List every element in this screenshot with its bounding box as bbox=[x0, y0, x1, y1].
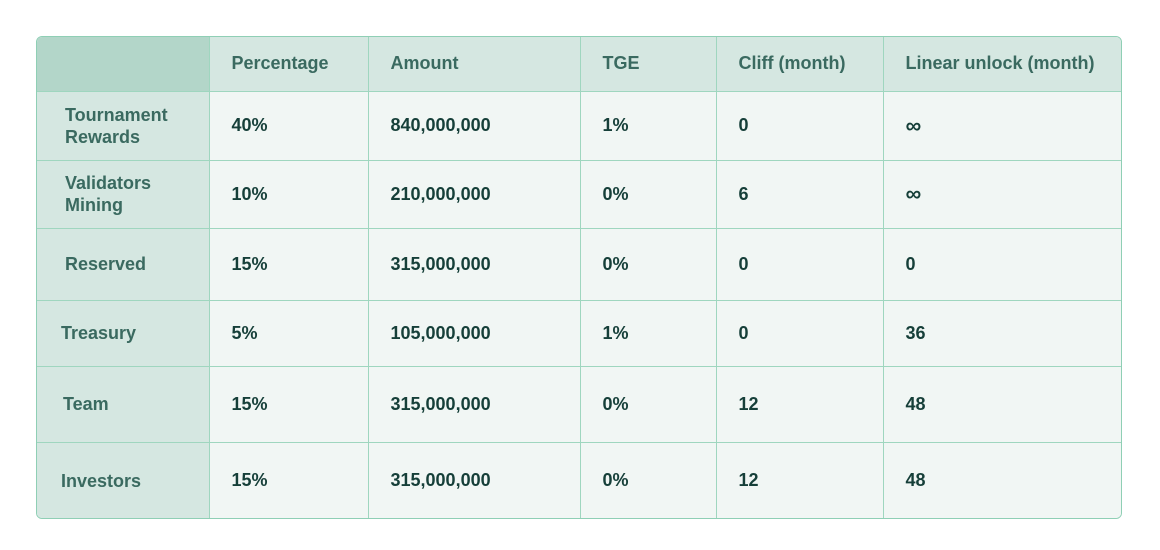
cell-cliff: 0 bbox=[716, 300, 884, 367]
header-amount: Amount bbox=[368, 37, 581, 92]
cell-percentage: 5% bbox=[209, 300, 369, 367]
cell-tge: 1% bbox=[580, 300, 717, 367]
table-row: Validators Mining 10% 210,000,000 0% 6 ∞ bbox=[37, 160, 1121, 229]
table-row: Tournament Rewards 40% 840,000,000 1% 0 … bbox=[37, 91, 1121, 161]
cell-amount: 210,000,000 bbox=[368, 160, 581, 229]
row-label: Team bbox=[37, 366, 210, 443]
cell-cliff: 6 bbox=[716, 160, 884, 229]
cell-linear-unlock: 48 bbox=[883, 442, 1121, 518]
cell-linear-unlock: 48 bbox=[883, 366, 1121, 443]
cell-tge: 1% bbox=[580, 91, 717, 161]
cell-percentage: 40% bbox=[209, 91, 369, 161]
cell-amount: 315,000,000 bbox=[368, 442, 581, 518]
cell-amount: 315,000,000 bbox=[368, 366, 581, 443]
header-linear-unlock: Linear unlock (month) bbox=[883, 37, 1121, 92]
cell-tge: 0% bbox=[580, 160, 717, 229]
cell-percentage: 10% bbox=[209, 160, 369, 229]
table-row: Team 15% 315,000,000 0% 12 48 bbox=[37, 366, 1121, 443]
row-label: Reserved bbox=[37, 228, 210, 301]
header-cliff: Cliff (month) bbox=[716, 37, 884, 92]
cell-percentage: 15% bbox=[209, 442, 369, 518]
table-row: Investors 15% 315,000,000 0% 12 48 bbox=[37, 442, 1121, 518]
table-row: Treasury 5% 105,000,000 1% 0 36 bbox=[37, 300, 1121, 367]
cell-linear-unlock: 0 bbox=[883, 228, 1121, 301]
row-label-line: Tournament bbox=[65, 104, 168, 125]
row-label-line: Mining bbox=[65, 195, 123, 215]
cell-amount: 105,000,000 bbox=[368, 300, 581, 367]
cell-linear-unlock: ∞ bbox=[883, 160, 1121, 229]
row-label: Validators Mining bbox=[37, 160, 210, 229]
cell-percentage: 15% bbox=[209, 366, 369, 443]
cell-amount: 840,000,000 bbox=[368, 91, 581, 161]
cell-linear-unlock: 36 bbox=[883, 300, 1121, 367]
cell-tge: 0% bbox=[580, 228, 717, 301]
table-row: Reserved 15% 315,000,000 0% 0 0 bbox=[37, 228, 1121, 301]
header-percentage: Percentage bbox=[209, 37, 369, 92]
row-label-line: Validators bbox=[65, 173, 152, 193]
cell-cliff: 0 bbox=[716, 91, 884, 161]
row-label-line: Rewards bbox=[65, 126, 141, 147]
cell-cliff: 12 bbox=[716, 442, 884, 518]
cell-amount: 315,000,000 bbox=[368, 228, 581, 301]
row-label: Treasury bbox=[37, 300, 210, 367]
cell-tge: 0% bbox=[580, 366, 717, 443]
row-label: Tournament Rewards bbox=[37, 91, 210, 161]
corner-header-cell bbox=[37, 37, 210, 92]
cell-tge: 0% bbox=[580, 442, 717, 518]
cell-linear-unlock: ∞ bbox=[883, 91, 1121, 161]
allocation-table: Percentage Amount TGE Cliff (month) Line… bbox=[37, 37, 1121, 518]
cell-cliff: 0 bbox=[716, 228, 884, 301]
token-allocation-table: Percentage Amount TGE Cliff (month) Line… bbox=[36, 36, 1122, 519]
header-row: Percentage Amount TGE Cliff (month) Line… bbox=[37, 37, 1121, 92]
row-label: Investors bbox=[37, 442, 210, 518]
header-tge: TGE bbox=[580, 37, 717, 92]
cell-cliff: 12 bbox=[716, 366, 884, 443]
cell-percentage: 15% bbox=[209, 228, 369, 301]
